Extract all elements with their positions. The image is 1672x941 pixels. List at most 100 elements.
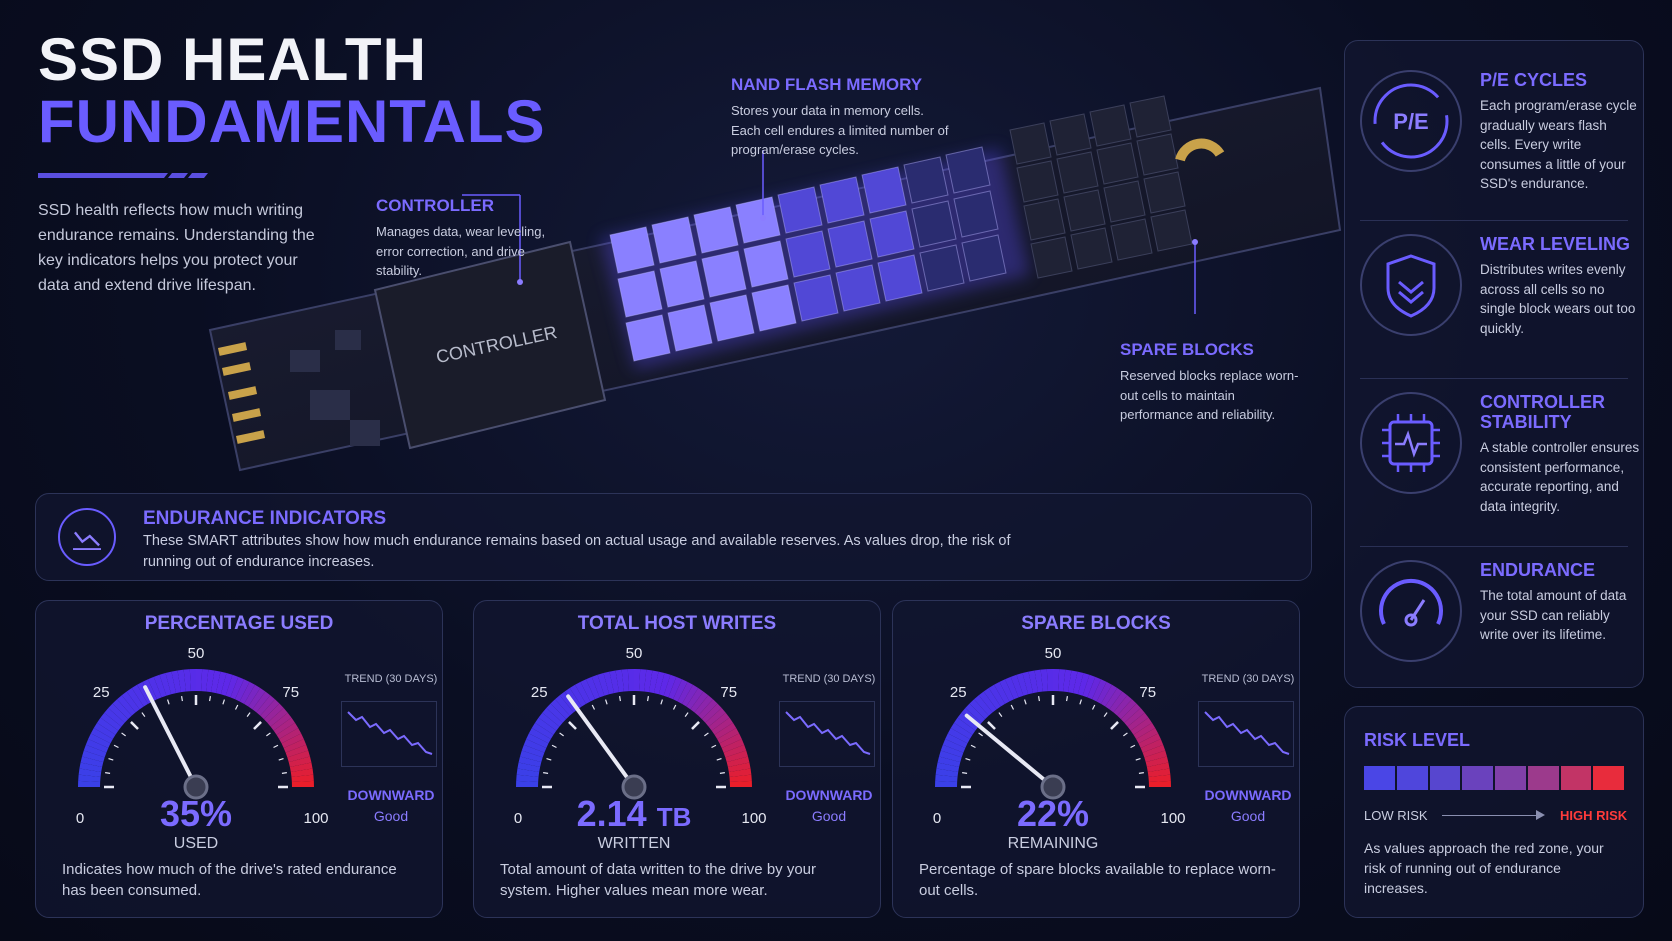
gauge-description: Indicates how much of the drive's rated … bbox=[62, 861, 397, 899]
gauge-caption: REMAINING bbox=[1007, 835, 1099, 852]
risk-segment bbox=[1462, 766, 1493, 790]
gauge-title: TOTAL HOST WRITES bbox=[577, 613, 777, 634]
gauge-arc-segment bbox=[729, 780, 752, 787]
gauge-tick bbox=[108, 757, 114, 761]
nand-tile bbox=[827, 220, 873, 268]
gauge-tick-label: 0 bbox=[933, 810, 941, 827]
gauge-arc-segment bbox=[1136, 728, 1159, 744]
gauge-arc-segment bbox=[131, 684, 148, 707]
gauge-arc-segment bbox=[291, 780, 314, 787]
spare-block-tile bbox=[1009, 122, 1052, 165]
gauge-tick bbox=[672, 704, 677, 710]
spare-blocks-grid bbox=[1009, 95, 1193, 279]
gauge-arc-segment bbox=[165, 671, 177, 695]
spare-block-tile bbox=[1049, 113, 1092, 156]
gauge-dial: 0 25 50 75 100 bbox=[76, 645, 329, 827]
spare-block-tile bbox=[1023, 198, 1066, 241]
gauge-arc-segment bbox=[1072, 671, 1084, 695]
gauge-arc-segment bbox=[546, 703, 567, 723]
gauge-arc-segment bbox=[1127, 712, 1149, 731]
gauge-arc-segment bbox=[559, 691, 578, 713]
feature-heading: WEAR LEVELING bbox=[1480, 234, 1631, 254]
gauge-tick bbox=[113, 744, 119, 749]
gauge-arc-segment bbox=[517, 762, 541, 772]
spare-block-tile bbox=[1150, 209, 1193, 252]
gauge-arc-segment bbox=[658, 673, 671, 696]
nand-tile bbox=[819, 176, 865, 224]
gauge-arc-segment bbox=[682, 684, 699, 707]
trend-status: Good bbox=[1230, 808, 1266, 824]
gauge-arc-segment bbox=[634, 669, 641, 692]
gauge-arc-segment bbox=[727, 762, 751, 772]
gauge-arc-segment bbox=[729, 774, 752, 782]
gauge-tick bbox=[281, 772, 287, 774]
gauge-arc-segment bbox=[1068, 670, 1078, 694]
risk-segment bbox=[1495, 766, 1526, 790]
gauge-arc-segment bbox=[937, 756, 961, 768]
nand-tile bbox=[617, 270, 663, 318]
nand-tile bbox=[945, 146, 991, 194]
gauge-arc-segment bbox=[728, 768, 752, 777]
gauge-arc-segment bbox=[88, 733, 111, 748]
gauge-tick-label: 0 bbox=[76, 810, 84, 827]
gauge-arc-segment bbox=[1005, 676, 1019, 700]
gauge-arc-segment bbox=[569, 684, 586, 707]
gauge-tick bbox=[1138, 772, 1144, 774]
nand-tile bbox=[777, 186, 823, 234]
gauge-tick bbox=[965, 757, 971, 761]
gauge-arc-segment bbox=[100, 712, 122, 731]
gauge-arc-segment bbox=[189, 669, 196, 692]
feature-heading: P/E CYCLES bbox=[1480, 70, 1588, 90]
gauge-arc-segment bbox=[988, 684, 1005, 707]
gauge-arc-segment bbox=[1148, 780, 1171, 787]
gauge-arc-segment bbox=[1053, 669, 1060, 692]
gauge-arc-segment bbox=[531, 722, 554, 739]
gauge-arc-segment bbox=[627, 669, 634, 692]
gauge-arc-segment bbox=[935, 768, 959, 777]
gauge-tick bbox=[1103, 712, 1108, 717]
gauge-arc-segment bbox=[289, 762, 313, 772]
gauge-caption: WRITTEN bbox=[597, 835, 671, 852]
risk-segment bbox=[1593, 766, 1624, 790]
gauge-arc-segment bbox=[575, 681, 591, 704]
feature-heading: ENDURANCE bbox=[1480, 560, 1596, 580]
feature-text: Each program/erase cycle gradually wears… bbox=[1480, 98, 1637, 191]
spare-block-tile bbox=[1056, 151, 1099, 194]
gauge-tick bbox=[1023, 699, 1027, 705]
gauge-arc-segment bbox=[714, 722, 737, 739]
gauge-arc-segment bbox=[694, 695, 713, 716]
gauge-arc-segment bbox=[1063, 669, 1072, 693]
gauge-arc-segment bbox=[93, 722, 116, 739]
risk-segment bbox=[1364, 766, 1395, 790]
gauge-tick bbox=[987, 721, 996, 730]
gauge-tick bbox=[209, 696, 211, 702]
nand-callout: NAND FLASH MEMORY Stores your data in me… bbox=[731, 75, 951, 160]
gauge-arc-segment bbox=[177, 669, 186, 693]
gauge-unit: TB bbox=[656, 802, 692, 832]
nand-tile bbox=[693, 206, 739, 254]
gauge-arc-segment bbox=[248, 688, 266, 710]
gauge-arc-segment bbox=[516, 774, 539, 782]
gauge-arc-segment bbox=[1034, 669, 1043, 693]
trend-direction: DOWNWARD bbox=[347, 787, 435, 803]
gold-connector bbox=[218, 342, 266, 444]
spare-text: Reserved blocks replace worn-out cells t… bbox=[1120, 368, 1299, 422]
gauge-arc-segment bbox=[283, 739, 307, 753]
gauge-arc-segment bbox=[528, 728, 551, 744]
nand-tile bbox=[735, 196, 781, 244]
gauge-arc-segment bbox=[1145, 756, 1169, 768]
gauge-arc-segment bbox=[78, 768, 102, 777]
gauge-arc-segment bbox=[521, 744, 545, 758]
gauge-arc-segment bbox=[701, 703, 722, 723]
gauge-tick bbox=[962, 772, 968, 774]
gauge-arc-segment bbox=[1096, 681, 1112, 704]
gauge-hub bbox=[183, 774, 209, 800]
gauge-tick bbox=[1130, 744, 1136, 749]
nand-flash-grid bbox=[609, 146, 1007, 362]
gauge-tick bbox=[141, 712, 146, 717]
nand-tile bbox=[793, 274, 839, 322]
gauge-arc-segment bbox=[526, 733, 549, 748]
gauge-tick bbox=[647, 696, 649, 702]
gauge-arc-segment bbox=[270, 712, 292, 731]
gauge-arc-segment bbox=[974, 695, 993, 716]
